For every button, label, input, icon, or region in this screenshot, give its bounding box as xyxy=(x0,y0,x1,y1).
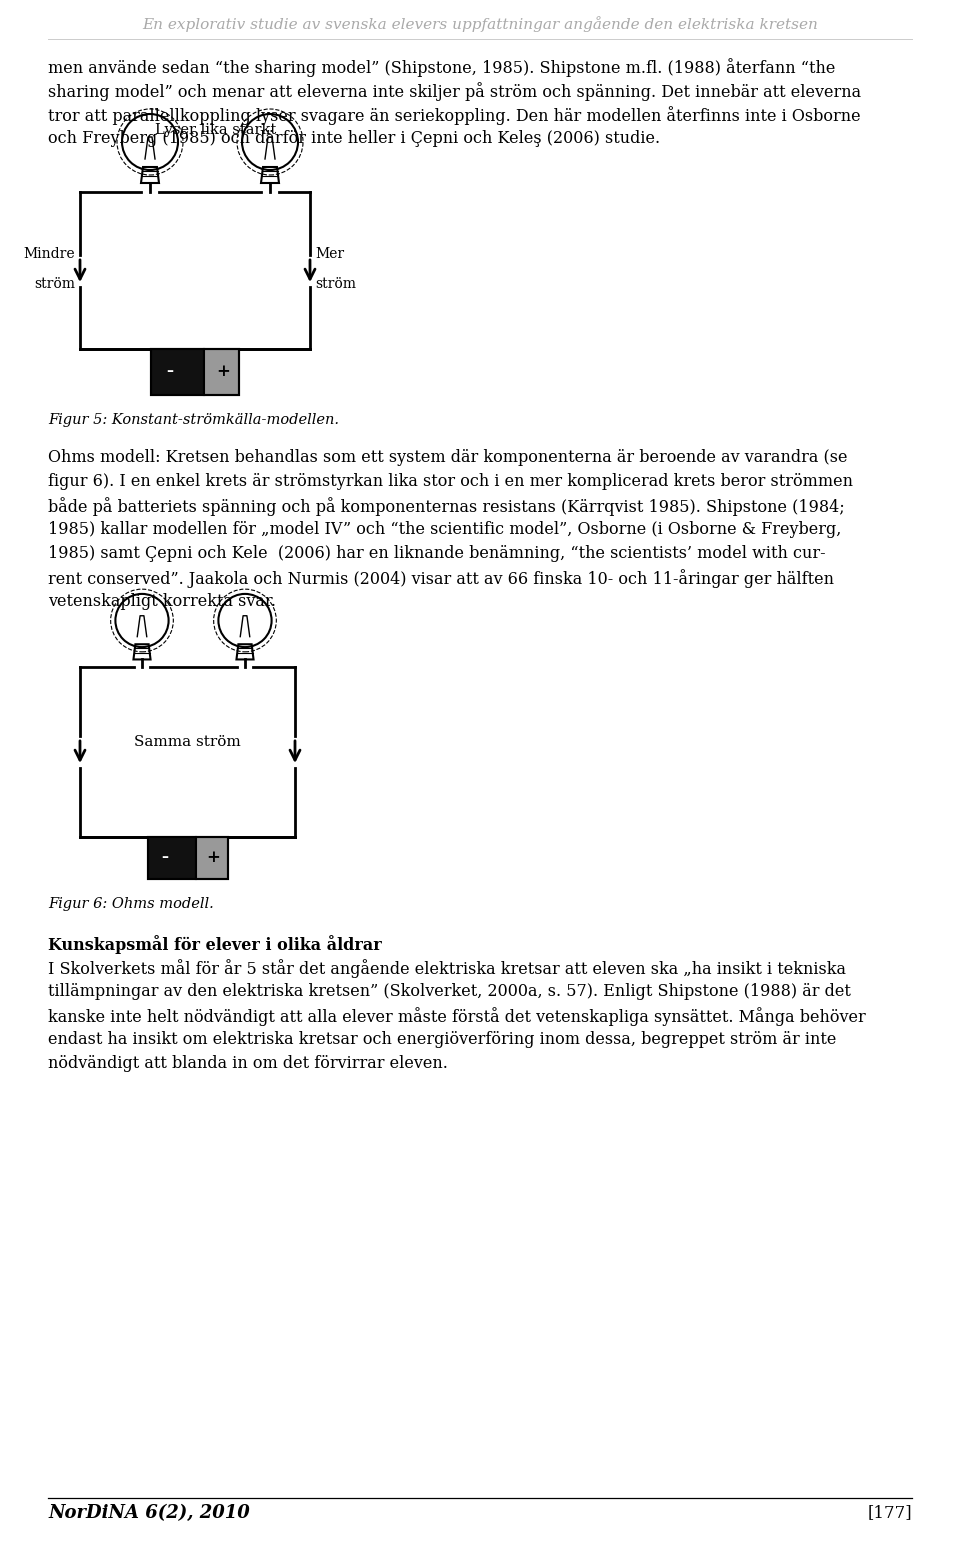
Bar xyxy=(196,837,228,879)
Text: Samma ström: Samma ström xyxy=(134,735,241,749)
Bar xyxy=(148,837,228,879)
Text: nödvändigt att blanda in om det förvirrar eleven.: nödvändigt att blanda in om det förvirra… xyxy=(48,1055,448,1072)
Text: Ohms modell: Kretsen behandlas som ett system där komponenterna är beroende av v: Ohms modell: Kretsen behandlas som ett s… xyxy=(48,449,848,466)
Text: 1985) samt Çepni och Kele  (2006) har en liknande benämning, “the scientists’ mo: 1985) samt Çepni och Kele (2006) har en … xyxy=(48,545,826,562)
Text: –: – xyxy=(161,851,168,865)
Text: –: – xyxy=(166,364,173,378)
Text: En explorativ studie av svenska elevers uppfattningar angående den elektriska kr: En explorativ studie av svenska elevers … xyxy=(142,15,818,32)
Text: Kunskapsmål för elever i olika åldrar: Kunskapsmål för elever i olika åldrar xyxy=(48,936,382,954)
Text: I Skolverkets mål för år 5 står det angående elektriska kretsar att eleven ska „: I Skolverkets mål för år 5 står det angå… xyxy=(48,959,846,977)
Text: sharing model” och menar att eleverna inte skiljer på ström och spänning. Det in: sharing model” och menar att eleverna in… xyxy=(48,82,861,100)
Bar xyxy=(151,349,239,395)
Text: kanske inte helt nödvändigt att alla elever måste förstå det vetenskapliga synsä: kanske inte helt nödvändigt att alla ele… xyxy=(48,1007,866,1025)
Text: tillämpningar av den elektriska kretsen” (Skolverket, 2000a, s. 57). Enligt Ship: tillämpningar av den elektriska kretsen”… xyxy=(48,984,851,1001)
Text: [177]: [177] xyxy=(868,1504,912,1521)
Text: ström: ström xyxy=(34,276,75,290)
Text: tror att parallellkoppling lyser svagare än seriekoppling. Den här modellen åter: tror att parallellkoppling lyser svagare… xyxy=(48,107,860,125)
Text: +: + xyxy=(206,849,220,866)
Text: vetenskapligt korrekta svar.: vetenskapligt korrekta svar. xyxy=(48,593,276,610)
Text: 1985) kallar modellen för „model IV” och “the scientific model”, Osborne (i Osbo: 1985) kallar modellen för „model IV” och… xyxy=(48,520,841,537)
Text: rent conserved”. Jaakola och Nurmis (2004) visar att av 66 finska 10- och 11-åri: rent conserved”. Jaakola och Nurmis (200… xyxy=(48,570,834,588)
Text: men använde sedan “the sharing model” (Shipstone, 1985). Shipstone m.fl. (1988) : men använde sedan “the sharing model” (S… xyxy=(48,59,835,77)
Text: figur 6). I en enkel krets är strömstyrkan lika stor och i en mer komplicerad kr: figur 6). I en enkel krets är strömstyrk… xyxy=(48,472,853,489)
Bar xyxy=(204,349,239,395)
Text: Mindre: Mindre xyxy=(23,247,75,261)
Bar xyxy=(148,837,196,879)
Text: Figur 6: Ohms modell.: Figur 6: Ohms modell. xyxy=(48,897,214,911)
Text: NorDiNA 6(2), 2010: NorDiNA 6(2), 2010 xyxy=(48,1504,250,1522)
Text: endast ha insikt om elektriska kretsar och energiöverföring inom dessa, begreppe: endast ha insikt om elektriska kretsar o… xyxy=(48,1031,836,1048)
Text: +: + xyxy=(216,363,230,380)
Text: Mer: Mer xyxy=(315,247,344,261)
Text: Lyser lika starkt: Lyser lika starkt xyxy=(155,124,276,137)
Text: och Freyberg (1985) och därför inte heller i Çepni och Keleş (2006) studie.: och Freyberg (1985) och därför inte hell… xyxy=(48,130,660,147)
Text: Figur 5: Konstant-strömkälla-modellen.: Figur 5: Konstant-strömkälla-modellen. xyxy=(48,412,339,428)
Bar xyxy=(151,349,204,395)
Text: ström: ström xyxy=(315,276,356,290)
Text: både på batteriets spänning och på komponenternas resistans (Kärrqvist 1985). Sh: både på batteriets spänning och på kompo… xyxy=(48,497,845,516)
